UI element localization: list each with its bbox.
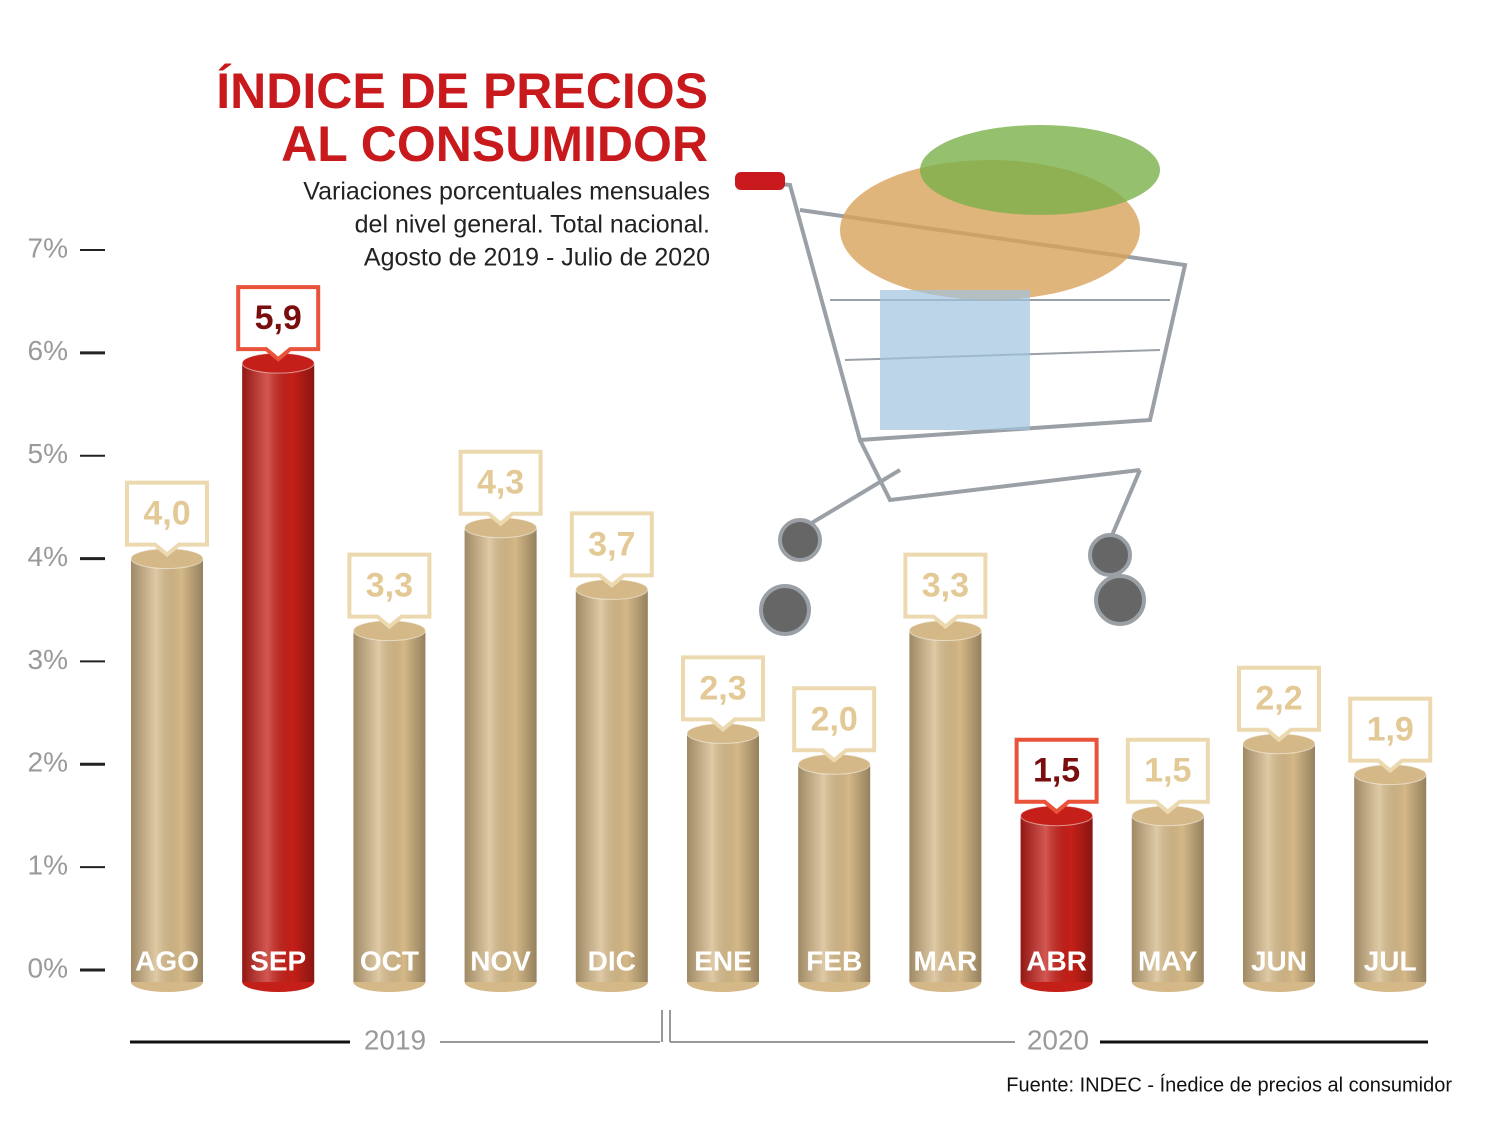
value-label: 5,9 bbox=[255, 299, 302, 337]
value-label: 3,7 bbox=[588, 525, 635, 563]
value-label-box bbox=[792, 686, 877, 763]
year-label: 2020 bbox=[1027, 1024, 1089, 1055]
bar-group: 3,3 MAR bbox=[903, 552, 988, 992]
value-label-box bbox=[125, 480, 209, 558]
subtitle-line: del nivel general. Total nacional. bbox=[355, 211, 710, 239]
value-label: 4,0 bbox=[143, 495, 190, 533]
value-label-box bbox=[347, 552, 432, 630]
title-line: ÍNDICE DE PRECIOS bbox=[216, 63, 708, 119]
x-tick-label: OCT bbox=[360, 945, 419, 976]
x-tick-label: NOV bbox=[470, 945, 531, 976]
subtitle-line: Variaciones porcentuales mensuales bbox=[303, 178, 710, 206]
y-tick-label: 5% bbox=[28, 438, 68, 469]
cart-illustration bbox=[735, 125, 1188, 636]
bar-shade bbox=[1131, 815, 1204, 982]
y-tick-label: 2% bbox=[28, 747, 68, 778]
title-line: AL CONSUMIDOR bbox=[281, 116, 708, 172]
bar-group: 4,3 NOV bbox=[458, 449, 543, 992]
bar-shade bbox=[353, 630, 426, 982]
bar-shade bbox=[798, 764, 871, 982]
value-label-box bbox=[903, 552, 988, 630]
value-label-box bbox=[1348, 696, 1433, 774]
value-label-box bbox=[458, 449, 543, 527]
bar-shade bbox=[687, 733, 759, 982]
value-label-box bbox=[236, 285, 321, 362]
bar-group: 2,0 FEB bbox=[792, 686, 877, 992]
bar-group: 4,0 AGO bbox=[125, 480, 209, 992]
bar-shade bbox=[464, 527, 537, 982]
value-label-box bbox=[569, 511, 654, 589]
x-tick-label: FEB bbox=[806, 945, 862, 976]
y-tick-label: 1% bbox=[28, 850, 68, 881]
year-label: 2019 bbox=[364, 1024, 426, 1055]
bar-group: 5,9 SEP bbox=[236, 285, 321, 992]
y-tick-label: 4% bbox=[28, 541, 68, 572]
x-tick-label: AGO bbox=[135, 945, 199, 976]
value-label-box bbox=[1125, 737, 1210, 815]
bar-shade bbox=[1243, 743, 1315, 982]
value-label: 2,2 bbox=[1255, 680, 1302, 718]
x-tick-label: DIC bbox=[588, 945, 636, 976]
x-tick-label: ENE bbox=[694, 945, 752, 976]
bar-shade bbox=[575, 589, 648, 982]
bar-group: 2,2 JUN bbox=[1237, 665, 1321, 992]
bar-group: 1,5 MAY bbox=[1125, 737, 1210, 992]
x-tick-label: MAR bbox=[914, 945, 978, 976]
x-tick-label: MAY bbox=[1138, 945, 1198, 976]
bar-group: 3,7 DIC bbox=[569, 511, 654, 992]
subtitle-line: Agosto de 2019 - Julio de 2020 bbox=[364, 244, 710, 272]
x-tick-label: ABR bbox=[1026, 945, 1087, 976]
x-tick-label: SEP bbox=[250, 945, 306, 976]
y-tick-label: 7% bbox=[28, 232, 68, 263]
bar-shade bbox=[1354, 774, 1427, 982]
value-label: 1,5 bbox=[1033, 752, 1080, 790]
bar-group: 1,5 ABR bbox=[1014, 737, 1099, 992]
bar-group: 2,3 ENE bbox=[681, 655, 765, 992]
y-tick-label: 0% bbox=[28, 952, 68, 983]
bar-shade bbox=[131, 558, 203, 982]
value-label: 4,3 bbox=[477, 464, 524, 502]
value-label: 1,9 bbox=[1367, 711, 1414, 749]
x-tick-label: JUL bbox=[1364, 945, 1417, 976]
bar-group: 1,9 JUL bbox=[1348, 696, 1433, 992]
x-tick-label: JUN bbox=[1251, 945, 1307, 976]
value-label: 2,3 bbox=[699, 669, 746, 707]
source-note: Fuente: INDEC - Ínedice de precios al co… bbox=[1006, 1073, 1452, 1096]
value-label-box bbox=[1014, 737, 1099, 815]
bar-group: 3,3 OCT bbox=[347, 552, 432, 992]
value-label: 3,3 bbox=[366, 567, 413, 605]
y-tick-label: 6% bbox=[28, 335, 68, 366]
value-label: 1,5 bbox=[1144, 752, 1191, 790]
bar-shade bbox=[909, 630, 982, 982]
value-label-box bbox=[1237, 665, 1321, 743]
value-label: 3,3 bbox=[922, 567, 969, 605]
value-label: 2,0 bbox=[811, 700, 858, 738]
value-label-box bbox=[681, 655, 765, 733]
bar-shade bbox=[1020, 815, 1093, 982]
bar-shade bbox=[242, 363, 315, 983]
y-tick-label: 3% bbox=[28, 644, 68, 675]
